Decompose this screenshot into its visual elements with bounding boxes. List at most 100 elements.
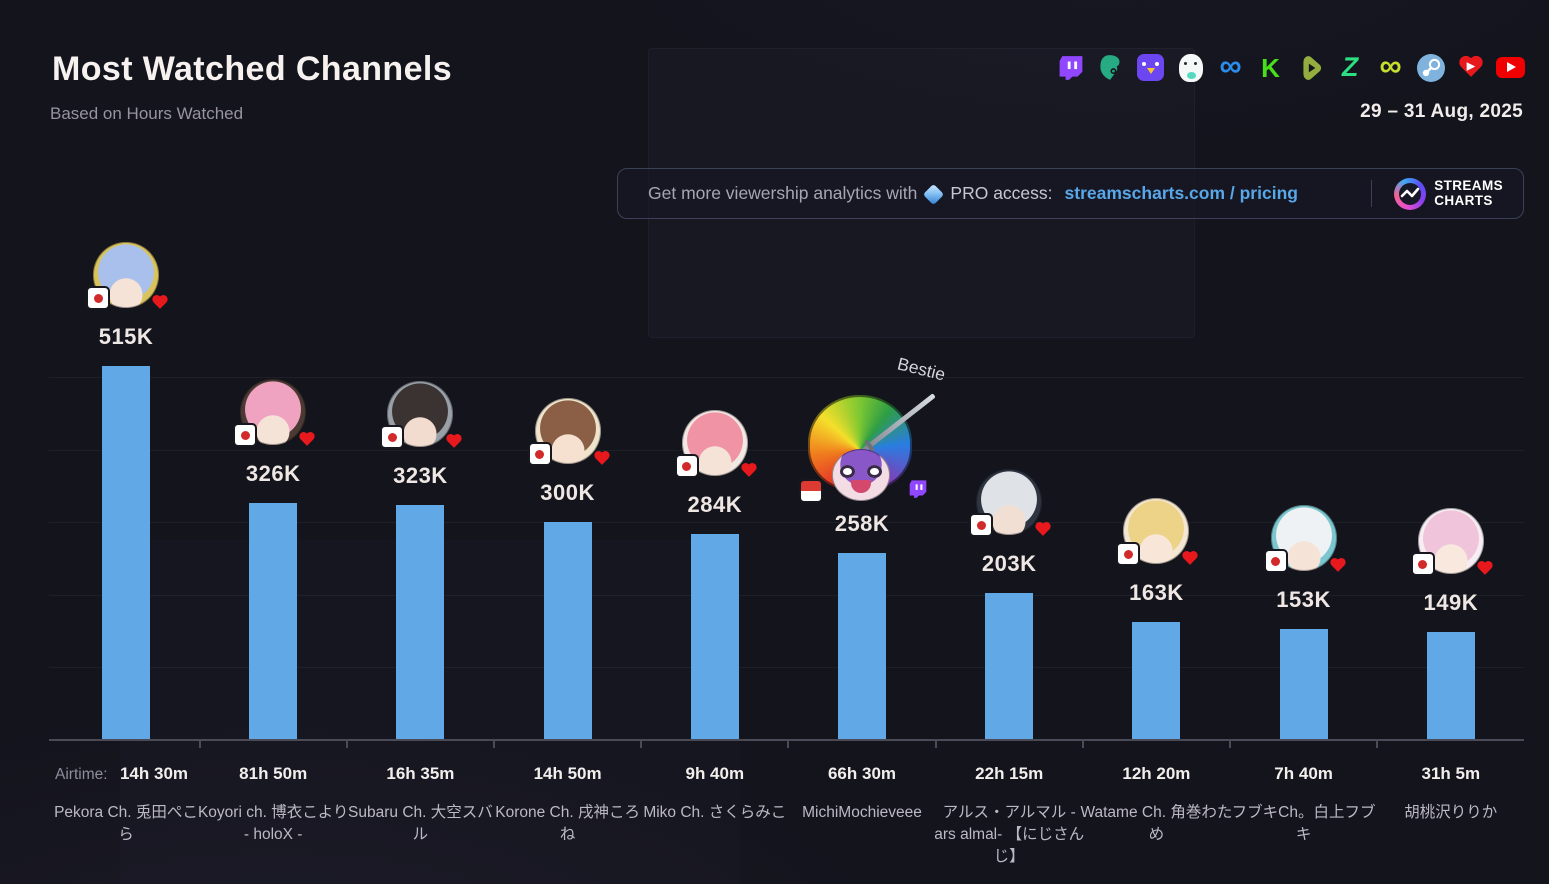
bar (1132, 622, 1181, 740)
gridline (49, 522, 1524, 524)
value-label: 515K (98, 324, 154, 349)
x-axis-tick (1081, 741, 1084, 748)
japan-flag-dot (1271, 556, 1281, 566)
date-range: 29 – 31 Aug, 2025 (1360, 101, 1523, 122)
value-label: 300K (540, 480, 595, 505)
steam-icon (1416, 53, 1445, 82)
channel-name: Koyori ch. 博衣こより - holoX - (197, 804, 349, 843)
heart-icon (1182, 551, 1199, 566)
avatar-face (832, 449, 890, 501)
infinity-lime-icon: ∞ (1379, 48, 1402, 83)
bar (1279, 629, 1328, 740)
value-label: 284K (687, 492, 743, 517)
flag-badge-jp (1263, 549, 1288, 573)
streams-charts-brand: STREAMS CHARTS (1394, 177, 1503, 210)
avatar (969, 469, 1043, 537)
page-title: Most Watched Channels (52, 50, 453, 88)
flag-badge-jp (233, 423, 258, 447)
heart-badge-icon (1035, 522, 1052, 537)
avatar (674, 410, 748, 478)
channel-name: MichiMochieveee (802, 804, 922, 821)
heart-icon (1035, 522, 1052, 537)
bar (838, 553, 886, 740)
heart-icon (1329, 558, 1346, 573)
dino-icon (1176, 53, 1205, 82)
chick-icon (1136, 53, 1165, 82)
channel-name: アルス・アルマル -ars almal- 【にじさんじ】 (934, 804, 1085, 865)
channel-name: フブキCh。白上フブキ (1231, 804, 1376, 843)
channel-column: 515K (53, 242, 200, 740)
airtime-value: 31h 5m (1421, 764, 1481, 783)
airtime-value: 14h 30m (119, 764, 189, 783)
avatar (86, 242, 159, 310)
airtime-value: 7h 40m (1274, 764, 1333, 783)
airtime-value: 66h 30m (827, 764, 897, 783)
pro-access-banner: Get more viewership analytics with PRO a… (617, 168, 1524, 219)
trovo-icon (1096, 53, 1125, 82)
heart-badge-icon (740, 463, 757, 478)
gridline (49, 667, 1524, 669)
airtime-value: 22h 15m (975, 764, 1044, 783)
avatar: Bestie (799, 353, 948, 503)
channel-column: 284K (641, 410, 788, 740)
channel-name: Watame Ch. 角巻わため (1080, 804, 1233, 843)
flag-badge-jp (1116, 542, 1141, 566)
avatar (1263, 505, 1337, 573)
brand-line1: STREAMS (1434, 178, 1503, 194)
x-axis-tick (787, 741, 790, 748)
airtime-row-label: Airtime: (55, 766, 108, 783)
avatar (233, 379, 307, 447)
heart-badge-icon (593, 451, 610, 466)
avatar (1410, 508, 1484, 576)
channel-column: 153K (1230, 505, 1377, 740)
x-axis-tick (1229, 741, 1231, 748)
banner-divider (1371, 180, 1373, 207)
x-axis-tick (934, 741, 937, 748)
heart-icon (1476, 561, 1493, 576)
brand-line2: CHARTS (1434, 192, 1493, 208)
gridline (49, 376, 1524, 378)
value-label: 153K (1276, 587, 1331, 612)
japan-flag-dot (1418, 559, 1428, 569)
flag-badge-id (799, 479, 823, 503)
japan-flag-dot (976, 520, 986, 530)
avatar (527, 398, 601, 466)
japan-flag-dot (1123, 549, 1133, 559)
heart-badge-icon (151, 295, 168, 310)
heart-badge-icon (446, 434, 463, 449)
channel-name: Pekora Ch. 兎田ぺこら (54, 804, 198, 843)
bar (396, 505, 445, 740)
flag-badge-jp (380, 425, 405, 449)
x-axis-tick (640, 741, 643, 748)
channel-column: 149K (1377, 508, 1524, 740)
pricing-link[interactable]: streamscharts.com / pricing (1064, 183, 1298, 203)
youtube-icon (1496, 53, 1525, 82)
page-subtitle: Based on Hours Watched (50, 104, 244, 123)
gem-icon (923, 183, 945, 205)
channel-column: Bestie 258K (789, 353, 948, 740)
x-axis-tick (345, 741, 348, 748)
channel-column: 300K (494, 398, 641, 740)
japan-flag-dot (93, 293, 103, 303)
bar (1426, 632, 1475, 740)
kick-icon: K (1261, 52, 1280, 83)
japan-flag-dot (240, 430, 250, 440)
airtime-value: 16h 35m (386, 764, 455, 783)
japan-flag-dot (682, 461, 692, 471)
channel-name: 胡桃沢りりか (1404, 804, 1498, 821)
channel-name: Korone Ch. 戌神ころね (495, 804, 640, 843)
airtime-value: 9h 40m (685, 764, 745, 783)
z-bolt-icon: Z (1339, 52, 1362, 82)
swirl-eye-icon (840, 465, 855, 478)
heart-badge-icon (1182, 551, 1199, 566)
flag-badge-jp (1410, 552, 1435, 576)
bar (249, 503, 298, 740)
x-axis-line (49, 739, 1524, 741)
pro-access-text: PRO access: (950, 183, 1053, 203)
heart-play-icon (1456, 53, 1485, 82)
heart-badge-icon (299, 432, 316, 447)
airtime-value: 81h 50m (239, 764, 308, 783)
heart-icon (151, 295, 168, 310)
value-label: 163K (1129, 580, 1184, 605)
twitch-icon (1056, 53, 1085, 82)
